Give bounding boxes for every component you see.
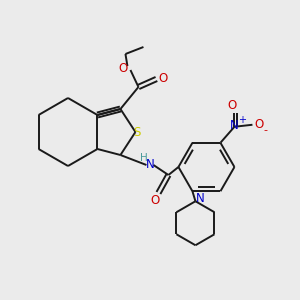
Text: N: N	[196, 192, 205, 205]
Text: O: O	[255, 118, 264, 131]
Text: O: O	[119, 61, 128, 74]
Text: N: N	[230, 119, 239, 132]
Text: O: O	[159, 71, 168, 85]
Text: +: +	[238, 115, 246, 125]
Text: O: O	[228, 99, 237, 112]
Text: S: S	[133, 127, 140, 140]
Text: -: -	[263, 125, 267, 135]
Text: O: O	[151, 194, 160, 208]
Text: N: N	[146, 158, 155, 170]
Text: H: H	[140, 153, 147, 163]
